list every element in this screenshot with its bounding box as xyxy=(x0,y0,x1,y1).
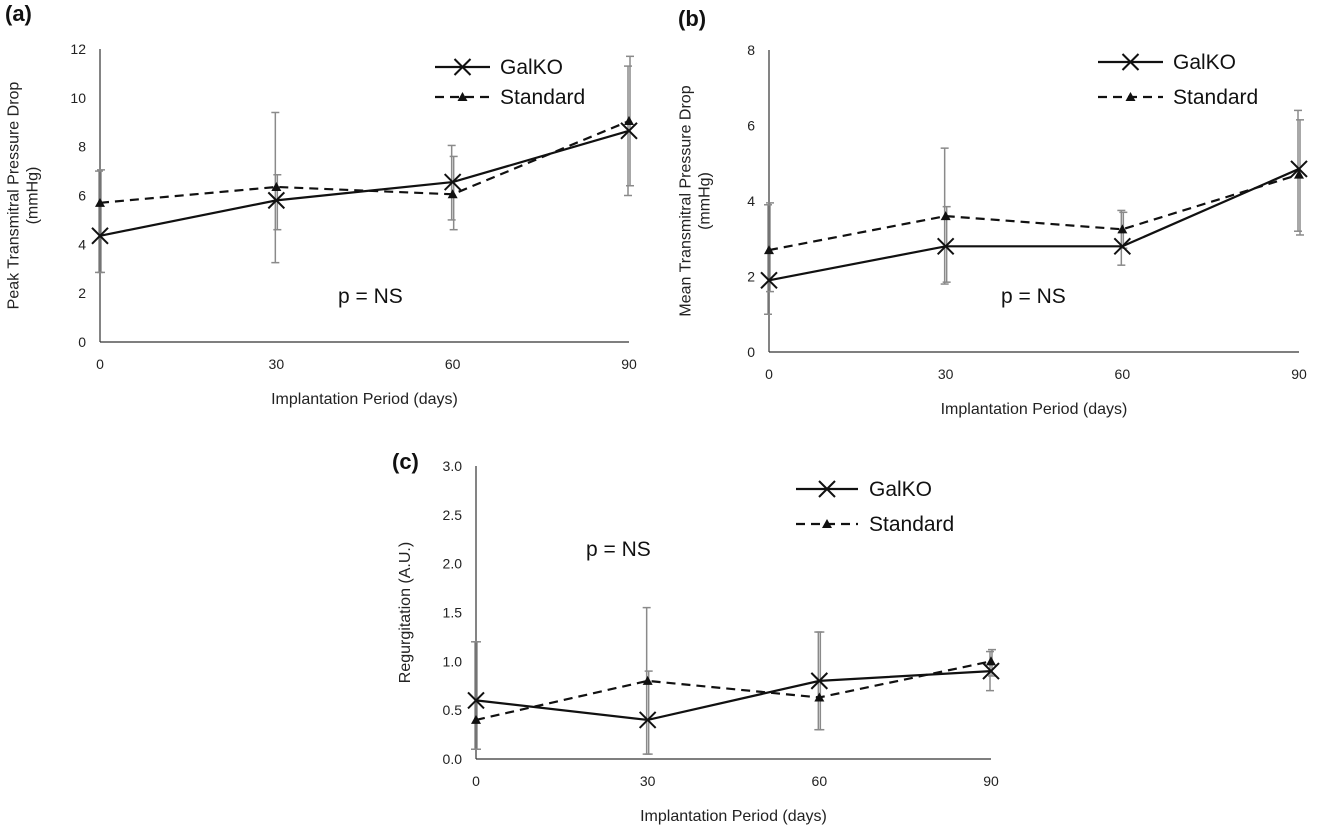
legend-marker-galko xyxy=(1121,53,1140,71)
data-point-galko xyxy=(638,711,657,729)
series-line-standard xyxy=(475,660,992,722)
legend-marker-galko xyxy=(818,480,836,498)
series-line-standard xyxy=(768,173,1300,252)
data-point-standard xyxy=(447,189,458,199)
data-point-standard xyxy=(624,116,634,126)
y-axis-label-2: Regurgitation (A.U.) xyxy=(397,542,414,683)
y-tick-label: 10 xyxy=(70,90,86,106)
data-point-standard xyxy=(271,181,282,191)
legend-marker-standard xyxy=(1125,92,1136,101)
x-tick-label: 60 xyxy=(812,773,828,789)
y-tick-label: 4 xyxy=(747,193,755,209)
y-axis-label-1: (mmHg) xyxy=(697,172,714,230)
p-value-annotation-1: p = NS xyxy=(1001,285,1066,308)
x-tick-label: 30 xyxy=(640,773,656,789)
x-tick-label: 30 xyxy=(269,356,285,372)
data-point-galko xyxy=(1290,160,1308,178)
legend-label-galko: GalKO xyxy=(869,478,932,501)
legend-label-galko: GalKO xyxy=(500,56,563,79)
y-tick-label: 0.0 xyxy=(443,751,463,767)
x-tick-label: 0 xyxy=(96,356,104,372)
data-point-standard xyxy=(940,211,951,221)
y-tick-label: 4 xyxy=(78,236,86,252)
data-point-standard xyxy=(1117,224,1128,234)
series-line-galko xyxy=(99,129,630,237)
data-point-standard xyxy=(1294,169,1304,179)
legend-marker-standard xyxy=(822,519,832,528)
data-point-galko xyxy=(443,173,462,191)
data-point-standard xyxy=(764,245,774,255)
legend-marker-galko xyxy=(453,58,472,76)
data-point-galko xyxy=(982,662,1000,680)
x-axis-label-1: Implantation Period (days) xyxy=(941,401,1128,418)
data-point-standard xyxy=(814,692,825,702)
y-tick-label: 0.5 xyxy=(443,702,463,718)
y-axis-label-0: (mmHg) xyxy=(25,167,42,225)
data-point-galko xyxy=(1113,237,1132,256)
y-axis-label-1: Mean Transmitral Pressure Drop xyxy=(678,85,695,316)
panel-label-2: (c) xyxy=(392,449,419,474)
y-tick-label: 1.5 xyxy=(443,605,463,621)
legend-label-galko: GalKO xyxy=(1173,51,1236,74)
data-point-galko xyxy=(467,691,485,710)
x-tick-label: 90 xyxy=(1291,366,1307,382)
y-axis-label-0: Peak Transmitral Pressure Drop xyxy=(6,82,23,310)
x-tick-label: 30 xyxy=(938,366,954,382)
data-point-galko xyxy=(267,191,286,210)
legend-label-standard: Standard xyxy=(869,513,954,536)
y-tick-label: 12 xyxy=(70,41,86,57)
y-tick-label: 6 xyxy=(747,118,755,134)
x-axis-label-2: Implantation Period (days) xyxy=(640,808,827,825)
y-tick-label: 0 xyxy=(78,334,86,350)
data-point-galko xyxy=(91,227,109,245)
x-tick-label: 90 xyxy=(621,356,637,372)
y-tick-label: 8 xyxy=(78,139,86,155)
data-point-standard xyxy=(471,714,481,724)
y-tick-label: 2 xyxy=(747,269,755,285)
x-axis-label-0: Implantation Period (days) xyxy=(271,391,458,408)
data-point-galko xyxy=(936,237,955,256)
data-point-standard xyxy=(95,197,105,207)
x-tick-label: 90 xyxy=(983,773,999,789)
data-point-standard xyxy=(986,656,996,666)
x-tick-label: 60 xyxy=(445,356,461,372)
series-line-galko xyxy=(475,670,992,722)
data-point-galko xyxy=(620,122,638,140)
y-tick-label: 1.0 xyxy=(443,653,463,669)
data-point-standard xyxy=(642,675,653,685)
y-tick-label: 0 xyxy=(747,344,755,360)
legend-label-standard: Standard xyxy=(1173,86,1258,109)
panel-label-1: (b) xyxy=(678,6,706,31)
x-tick-label: 60 xyxy=(1115,366,1131,382)
y-tick-label: 2 xyxy=(78,285,86,301)
y-tick-label: 2.0 xyxy=(443,556,463,572)
panel-label-0: (a) xyxy=(5,1,32,26)
x-tick-label: 0 xyxy=(765,366,773,382)
x-tick-label: 0 xyxy=(472,773,480,789)
y-tick-label: 6 xyxy=(78,188,86,204)
y-tick-label: 2.5 xyxy=(443,507,463,523)
legend-marker-standard xyxy=(457,92,468,101)
p-value-annotation-2: p = NS xyxy=(586,538,651,561)
series-line-galko xyxy=(768,167,1300,282)
y-tick-label: 3.0 xyxy=(443,458,463,474)
p-value-annotation-0: p = NS xyxy=(338,285,403,308)
legend-label-standard: Standard xyxy=(500,86,585,109)
data-point-galko xyxy=(760,271,778,289)
data-point-galko xyxy=(810,672,829,690)
y-tick-label: 8 xyxy=(747,42,755,58)
